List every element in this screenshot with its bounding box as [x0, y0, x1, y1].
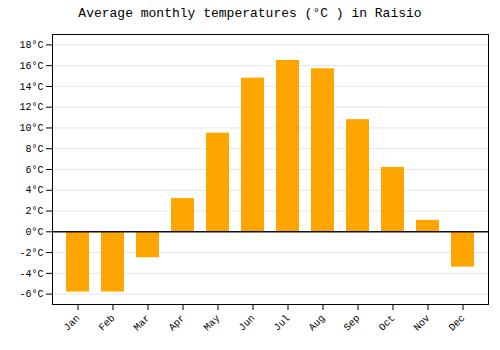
svg-text:14°C: 14°C	[19, 82, 43, 93]
svg-text:-4°C: -4°C	[19, 269, 43, 280]
svg-text:Dec: Dec	[447, 313, 468, 334]
svg-text:8°C: 8°C	[25, 144, 43, 155]
svg-text:6°C: 6°C	[25, 165, 43, 176]
svg-text:Jun: Jun	[237, 313, 258, 334]
svg-text:2°C: 2°C	[25, 206, 43, 217]
svg-text:10°C: 10°C	[19, 123, 43, 134]
svg-text:Apr: Apr	[167, 313, 188, 334]
svg-text:12°C: 12°C	[19, 102, 43, 113]
svg-text:Jul: Jul	[272, 313, 293, 334]
svg-text:Jan: Jan	[62, 313, 83, 334]
html-text:Average monthly temperatures (: Average monthly temperatures (°C ) in Ra…	[78, 6, 422, 21]
svg-text:4°C: 4°C	[25, 185, 43, 196]
svg-text:Mar: Mar	[132, 313, 153, 334]
svg-text:May: May	[202, 313, 223, 334]
svg-text:Nov: Nov	[412, 313, 433, 334]
svg-text:-6°C: -6°C	[19, 289, 43, 300]
svg-text:-2°C: -2°C	[19, 248, 43, 259]
svg-text:0°C: 0°C	[25, 227, 43, 238]
svg-text:Feb: Feb	[97, 313, 118, 334]
svg-text:16°C: 16°C	[19, 61, 43, 72]
svg-text:18°C: 18°C	[19, 40, 43, 51]
svg-text:Aug: Aug	[307, 313, 328, 334]
svg-text:Sep: Sep	[342, 313, 363, 334]
svg-text:Oct: Oct	[377, 313, 398, 334]
